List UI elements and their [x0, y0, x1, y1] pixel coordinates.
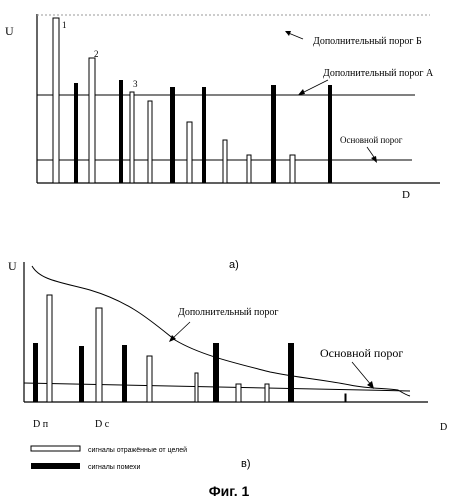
bar-number-3: 3	[133, 79, 138, 89]
bottom-hollow-bar-4	[194, 372, 199, 403]
figure-caption: Фиг. 1	[209, 483, 250, 499]
bottom-hollow-bar-5	[235, 383, 242, 403]
threshold-a-arrowhead	[298, 89, 305, 95]
bottom-hollow-bar-1	[46, 294, 53, 403]
bottom-hollow-bar-7	[344, 393, 347, 403]
top-hollow-bar-6	[222, 139, 228, 184]
bottom-y-axis-label: U	[8, 259, 17, 273]
top-filled-bar-4	[202, 87, 206, 183]
top-hollow-bar-4	[147, 100, 153, 184]
top-panel: U D Дополнительный порог Б Дополнительны…	[5, 14, 440, 271]
top-filled-bar-3	[170, 87, 175, 183]
bar-number-2: 2	[94, 49, 99, 59]
bottom-main-threshold-label: Основной порог	[320, 346, 403, 360]
additional-threshold-curve	[31, 265, 411, 397]
main-threshold-arrowhead	[371, 156, 377, 163]
bottom-hollow-bar-6	[264, 383, 270, 403]
bottom-main-threshold-arrow	[351, 361, 373, 387]
bottom-filled-bar-5	[288, 343, 294, 402]
additional-threshold-arrow	[171, 321, 191, 340]
bottom-main-threshold-arrowhead	[367, 381, 374, 389]
bottom-hollow-bar-2	[95, 307, 103, 403]
bottom-panel-label: в)	[241, 458, 251, 470]
threshold-a-arrow	[299, 79, 329, 95]
top-filled-bar-6	[328, 85, 332, 183]
top-hollow-bar-8	[289, 154, 296, 184]
legend-label-filled: сигналы помехи	[88, 464, 141, 471]
bottom-x-axis-label: D	[440, 422, 447, 433]
legend-label-hollow: сигналы отражённые от целей	[88, 446, 187, 454]
bottom-filled-bar-1	[33, 343, 38, 402]
top-x-axis-label: D	[402, 189, 410, 201]
bottom-filled-bar-2	[79, 346, 84, 402]
marker-label-dp: D п	[33, 419, 49, 430]
bottom-additional-threshold-label: Дополнительный порог	[178, 307, 278, 318]
top-hollow-bar-3	[129, 91, 135, 184]
top-filled-bar-5	[271, 85, 276, 183]
legend: сигналы отражённые от целей сигналы поме…	[30, 445, 187, 471]
bottom-filled-bar-3	[122, 345, 127, 402]
bar-number-1: 1	[62, 20, 67, 30]
top-filled-bar-2	[119, 80, 123, 183]
bottom-filled-bar-4	[213, 343, 219, 402]
additional-threshold-b-label: Дополнительный порог Б	[313, 36, 422, 47]
marker-label-dc: D с	[95, 419, 110, 430]
top-hollow-bar-2	[88, 57, 96, 184]
top-filled-bar-1	[74, 83, 78, 183]
additional-threshold-arrowhead	[169, 335, 176, 342]
top-hollow-bar-7	[246, 154, 252, 184]
bottom-hollow-bar-3	[146, 355, 153, 403]
top-y-axis-label: U	[5, 24, 14, 38]
legend-swatch-filled	[31, 463, 80, 469]
bottom-panel: U D Дополнительный порог Основной порог …	[8, 259, 447, 470]
threshold-b-arrowhead	[285, 31, 291, 36]
top-hollow-bar-5	[186, 121, 193, 184]
legend-swatch-hollow	[30, 445, 81, 452]
top-hollow-bar-1	[52, 17, 60, 184]
top-panel-label: а)	[229, 259, 239, 271]
main-threshold-label: Основной порог	[340, 135, 403, 145]
additional-threshold-a-label: Дополнительный порог А	[323, 68, 434, 79]
